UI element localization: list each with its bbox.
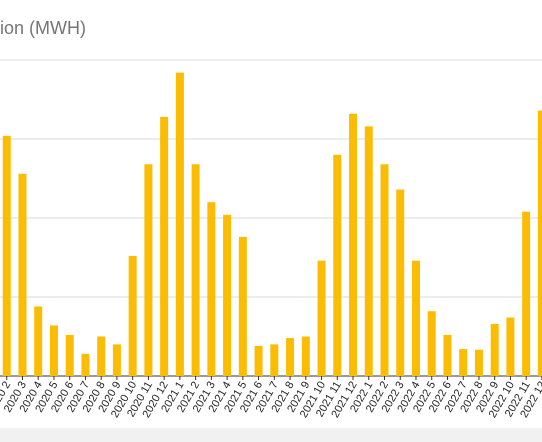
bar [506, 317, 515, 376]
bar [34, 306, 43, 376]
bar [317, 260, 326, 376]
bar [522, 211, 531, 376]
bar [97, 336, 106, 376]
bottom-scroll-band [0, 428, 542, 442]
bar [81, 353, 90, 376]
bar [443, 334, 452, 376]
bar [18, 173, 27, 376]
bar [112, 344, 121, 376]
bar [2, 135, 11, 376]
bar [459, 349, 468, 376]
bar [349, 113, 358, 376]
bar [160, 116, 169, 376]
bar [238, 236, 247, 376]
bar [144, 164, 153, 376]
bar [411, 260, 420, 376]
bar [380, 164, 389, 376]
bar [49, 325, 58, 376]
bar [301, 336, 310, 376]
chart-title: ion (MWH) [0, 18, 86, 38]
bar [537, 110, 542, 376]
bar [223, 214, 232, 376]
bar [65, 334, 74, 376]
bar [333, 154, 342, 376]
bar [364, 126, 373, 376]
bar [286, 338, 295, 376]
bar [490, 323, 499, 376]
bar [254, 345, 263, 376]
bar [191, 164, 200, 376]
bar [270, 344, 279, 376]
bar [427, 311, 436, 376]
bar [128, 255, 137, 376]
bar [396, 189, 405, 376]
bar [474, 349, 483, 376]
bar [175, 72, 184, 376]
bar [207, 202, 216, 376]
